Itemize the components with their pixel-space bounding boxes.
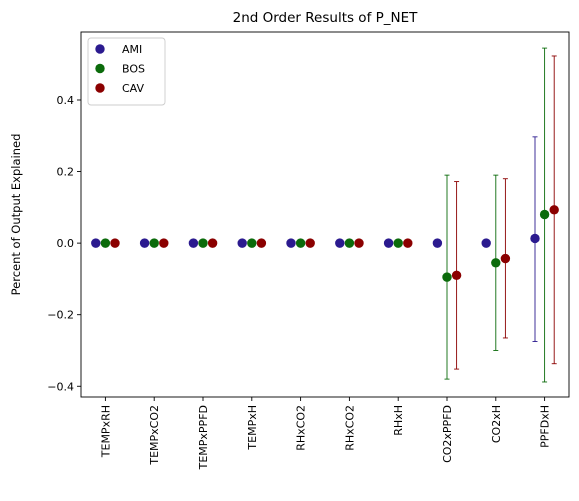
data-point <box>481 238 491 248</box>
data-point <box>188 238 199 248</box>
data-point <box>403 238 413 248</box>
x-tick-label: CO2xH <box>490 405 503 443</box>
x-tick-label: TEMPxRH <box>99 405 112 458</box>
y-axis-label: Percent of Output Explained <box>9 134 23 296</box>
data-point <box>383 238 394 248</box>
data-point <box>237 238 247 248</box>
data-point <box>539 209 550 220</box>
legend-marker <box>95 83 105 93</box>
x-tick-label: RHxH <box>392 405 405 436</box>
y-tick-label: 0.4 <box>57 94 75 107</box>
chart-title: 2nd Order Results of P_NET <box>233 10 419 26</box>
data-point <box>247 238 257 248</box>
data-point <box>100 238 111 248</box>
axes: −0.4 −0.2 0.0 0.2 0.4 TEMPxRH TEMPxCO2 TEMPxPPF… <box>47 31 570 470</box>
data-point <box>432 238 443 248</box>
data-point <box>393 238 403 248</box>
legend: AMI BOS CAV <box>87 37 166 106</box>
x-tick-label: TEMPxH <box>246 405 259 451</box>
data-point <box>549 205 559 215</box>
data-point <box>530 233 540 244</box>
data-point <box>149 238 159 248</box>
plot-marks <box>91 47 559 383</box>
legend-marker <box>95 63 105 74</box>
data-point <box>491 258 501 268</box>
data-point <box>256 238 267 248</box>
legend-label: AMI <box>122 43 142 56</box>
data-point <box>110 238 120 248</box>
x-tick-label: PPFDxH <box>539 405 552 448</box>
x-tick-label: RHxCO2 <box>343 405 356 451</box>
data-point <box>198 238 208 248</box>
data-point <box>442 272 452 282</box>
data-point <box>207 238 218 248</box>
plot-frame <box>80 31 570 398</box>
legend-label: CAV <box>122 82 145 95</box>
y-tick-label: 0.2 <box>57 166 75 179</box>
data-point <box>295 238 306 248</box>
data-point <box>91 238 101 248</box>
x-tick-label: RHxCO2 <box>295 405 308 451</box>
legend-box <box>87 37 166 106</box>
data-point <box>354 238 364 248</box>
data-point <box>286 238 296 248</box>
data-point <box>451 270 462 281</box>
data-point <box>344 238 355 248</box>
legend-marker <box>95 44 105 54</box>
legend-label: BOS <box>122 63 145 76</box>
y-tick-label: 0.0 <box>57 237 75 250</box>
x-tick-label: TEMPxPPFD <box>197 405 210 470</box>
y-tick-label: −0.2 <box>47 309 74 322</box>
data-point <box>139 238 150 248</box>
data-point <box>159 238 169 248</box>
data-point <box>500 253 511 264</box>
data-point <box>305 238 315 248</box>
y-tick-label: −0.4 <box>47 380 74 393</box>
data-point <box>335 238 345 248</box>
x-tick-label: CO2xPPFD <box>441 405 454 463</box>
x-tick-label: TEMPxCO2 <box>148 405 161 466</box>
